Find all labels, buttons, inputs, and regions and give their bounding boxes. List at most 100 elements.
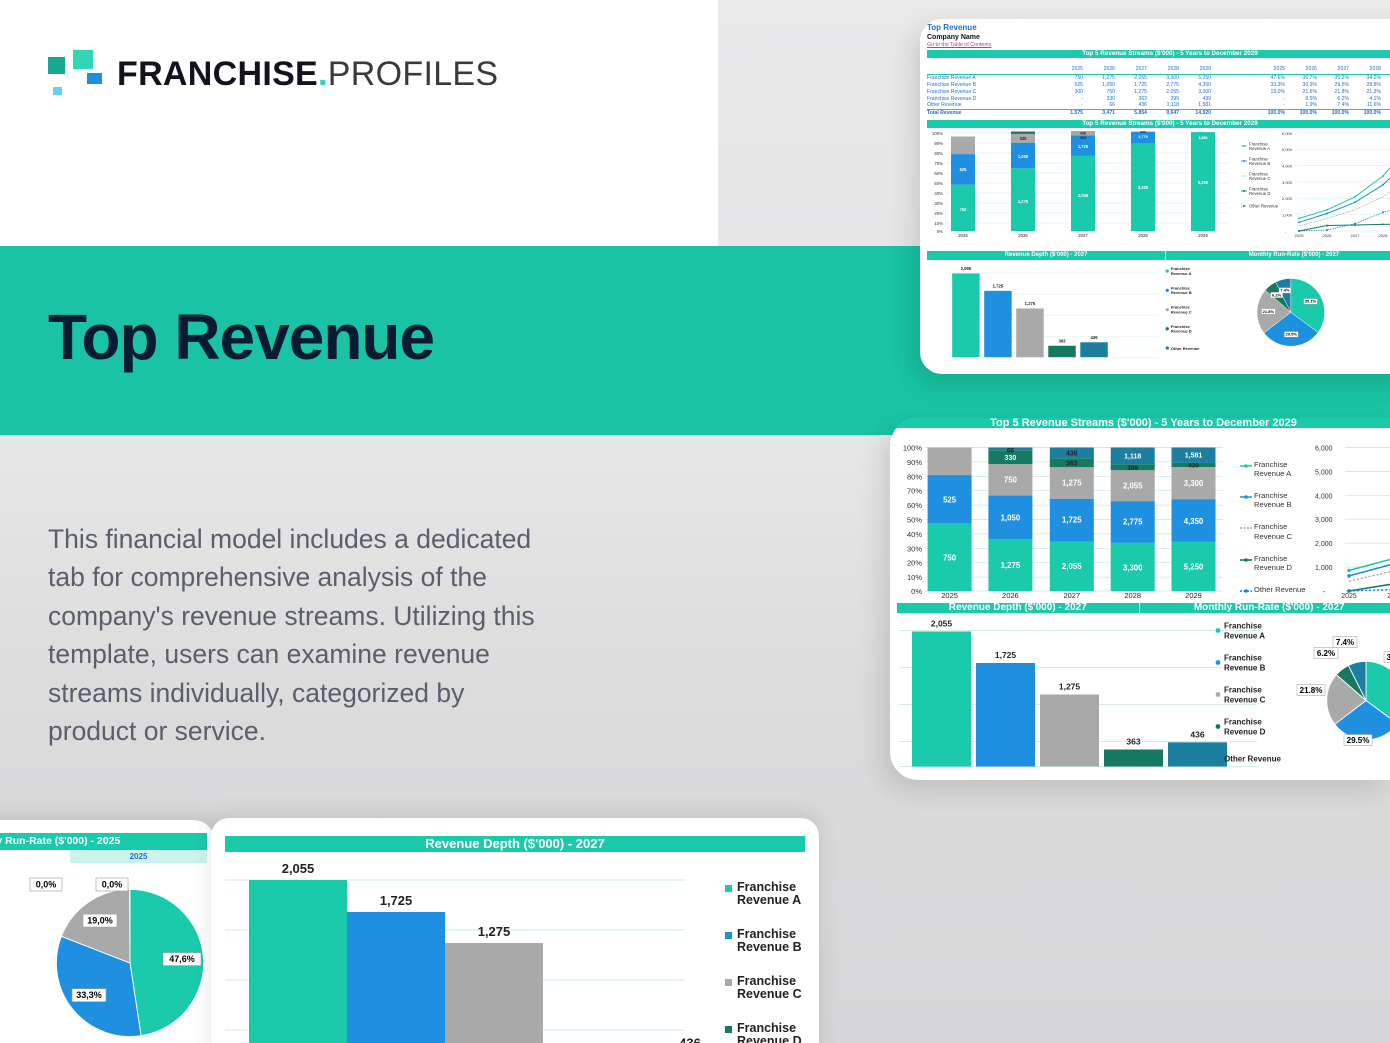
svg-text:1,000: 1,000 <box>1315 565 1333 572</box>
svg-text:33,3%: 33,3% <box>76 990 102 1000</box>
svg-text:80%: 80% <box>934 151 943 156</box>
svg-text:3,000: 3,000 <box>1282 180 1293 185</box>
svg-text:3,300: 3,300 <box>1138 185 1149 190</box>
svg-text:436: 436 <box>1080 132 1086 136</box>
svg-text:Revenue A: Revenue A <box>737 893 801 907</box>
svg-text:1,275: 1,275 <box>1001 561 1021 570</box>
svg-text:2,000: 2,000 <box>1282 196 1293 201</box>
svg-text:5,000: 5,000 <box>1282 147 1293 152</box>
svg-text:0%: 0% <box>911 587 922 596</box>
svg-text:40%: 40% <box>934 191 943 196</box>
svg-text:Revenue C: Revenue C <box>1249 176 1271 181</box>
svg-text:7.4%: 7.4% <box>1280 288 1290 293</box>
svg-text:399: 399 <box>1127 465 1138 472</box>
svg-text:525: 525 <box>943 495 957 504</box>
svg-text:20%: 20% <box>907 559 922 568</box>
svg-text:30%: 30% <box>934 201 943 206</box>
svg-text:5,000: 5,000 <box>1315 469 1333 476</box>
svg-text:Revenue A: Revenue A <box>1171 271 1192 276</box>
svg-text:30%: 30% <box>907 544 922 553</box>
svg-text:2,775: 2,775 <box>1138 135 1148 139</box>
svg-text:2025: 2025 <box>1341 593 1357 600</box>
svg-text:3,300: 3,300 <box>1184 479 1204 488</box>
svg-text:4,350: 4,350 <box>1199 136 1208 140</box>
svg-text:525: 525 <box>960 167 968 172</box>
svg-text:439: 439 <box>1188 463 1199 470</box>
svg-text:Revenue B: Revenue B <box>1249 161 1270 166</box>
svg-text:1,050: 1,050 <box>1018 154 1029 159</box>
svg-text:Franchise: Franchise <box>1224 622 1262 631</box>
svg-text:40%: 40% <box>907 530 922 539</box>
svg-text:2025: 2025 <box>1295 233 1305 238</box>
svg-text:2026: 2026 <box>1002 591 1019 600</box>
svg-text:Revenue A: Revenue A <box>1249 146 1270 151</box>
svg-text:1,725: 1,725 <box>993 284 1004 289</box>
svg-text:1,275: 1,275 <box>1059 682 1081 692</box>
svg-text:1,725: 1,725 <box>1062 516 1082 525</box>
svg-text:2,055: 2,055 <box>282 863 315 876</box>
svg-text:3,300: 3,300 <box>1123 563 1143 572</box>
svg-text:100%: 100% <box>932 131 943 136</box>
svg-text:436: 436 <box>1190 729 1204 739</box>
svg-text:1,725: 1,725 <box>995 650 1017 660</box>
svg-text:7.4%: 7.4% <box>1336 638 1354 647</box>
svg-text:2,055: 2,055 <box>1123 482 1143 491</box>
svg-text:-: - <box>1285 229 1287 234</box>
svg-text:Revenue D: Revenue D <box>737 1034 802 1043</box>
svg-text:2,775: 2,775 <box>1123 518 1143 527</box>
svg-text:Revenue C: Revenue C <box>1224 696 1266 705</box>
svg-text:750: 750 <box>1004 476 1018 485</box>
svg-text:2027: 2027 <box>1078 233 1088 238</box>
svg-text:Franchise: Franchise <box>1224 654 1262 663</box>
svg-text:436: 436 <box>679 1036 701 1043</box>
svg-text:0%: 0% <box>937 229 943 234</box>
svg-text:1,000: 1,000 <box>1282 213 1293 218</box>
svg-text:750: 750 <box>943 554 957 563</box>
svg-text:1,581: 1,581 <box>1185 453 1203 460</box>
svg-text:363: 363 <box>1058 339 1066 344</box>
svg-text:1,275: 1,275 <box>1025 301 1036 306</box>
svg-text:750: 750 <box>960 207 968 212</box>
svg-text:Franchise: Franchise <box>737 927 796 941</box>
svg-text:5,250: 5,250 <box>1198 180 1209 185</box>
svg-text:1,118: 1,118 <box>1124 454 1141 461</box>
svg-text:Revenue B: Revenue B <box>737 940 802 954</box>
svg-text:5,250: 5,250 <box>1184 563 1204 572</box>
svg-text:363: 363 <box>1126 737 1140 747</box>
svg-text:29.5%: 29.5% <box>1347 736 1370 745</box>
svg-text:1,725: 1,725 <box>380 893 413 908</box>
svg-text:4,000: 4,000 <box>1282 164 1293 169</box>
svg-text:Revenue C: Revenue C <box>737 987 802 1001</box>
svg-text:2,055: 2,055 <box>931 619 953 629</box>
svg-text:2025: 2025 <box>941 591 958 600</box>
svg-text:Franchise: Franchise <box>1224 686 1262 695</box>
svg-text:60%: 60% <box>907 501 922 510</box>
svg-text:6,000: 6,000 <box>1282 131 1293 136</box>
svg-text:1,275: 1,275 <box>478 924 511 939</box>
svg-text:Revenue B: Revenue B <box>1224 664 1266 673</box>
svg-text:50%: 50% <box>907 516 922 525</box>
svg-text:0,0%: 0,0% <box>36 880 57 890</box>
svg-text:66: 66 <box>1007 448 1015 455</box>
svg-text:Revenue D: Revenue D <box>1249 191 1271 196</box>
svg-text:2028: 2028 <box>1138 233 1148 238</box>
svg-text:2026: 2026 <box>1323 233 1333 238</box>
svg-text:Franchise: Franchise <box>737 974 796 988</box>
svg-text:4,000: 4,000 <box>1315 493 1333 500</box>
svg-text:2,055: 2,055 <box>961 266 972 271</box>
svg-text:2,055: 2,055 <box>1062 562 1082 571</box>
svg-text:21.8%: 21.8% <box>1300 686 1323 695</box>
svg-text:2029: 2029 <box>1185 591 1202 600</box>
svg-text:2026: 2026 <box>1018 233 1028 238</box>
svg-text:6,000: 6,000 <box>1315 446 1333 453</box>
svg-text:-: - <box>1323 589 1326 596</box>
svg-text:2028: 2028 <box>1379 233 1389 238</box>
svg-text:436: 436 <box>1066 451 1078 458</box>
svg-text:Revenue D: Revenue D <box>1224 728 1266 737</box>
svg-text:330: 330 <box>1020 136 1028 141</box>
svg-text:Other Revenue: Other Revenue <box>1171 346 1200 351</box>
svg-text:3,000: 3,000 <box>1315 517 1333 524</box>
svg-text:2,055: 2,055 <box>1078 193 1089 198</box>
svg-text:Revenue A: Revenue A <box>1224 632 1265 641</box>
svg-text:Franchise: Franchise <box>737 880 796 894</box>
